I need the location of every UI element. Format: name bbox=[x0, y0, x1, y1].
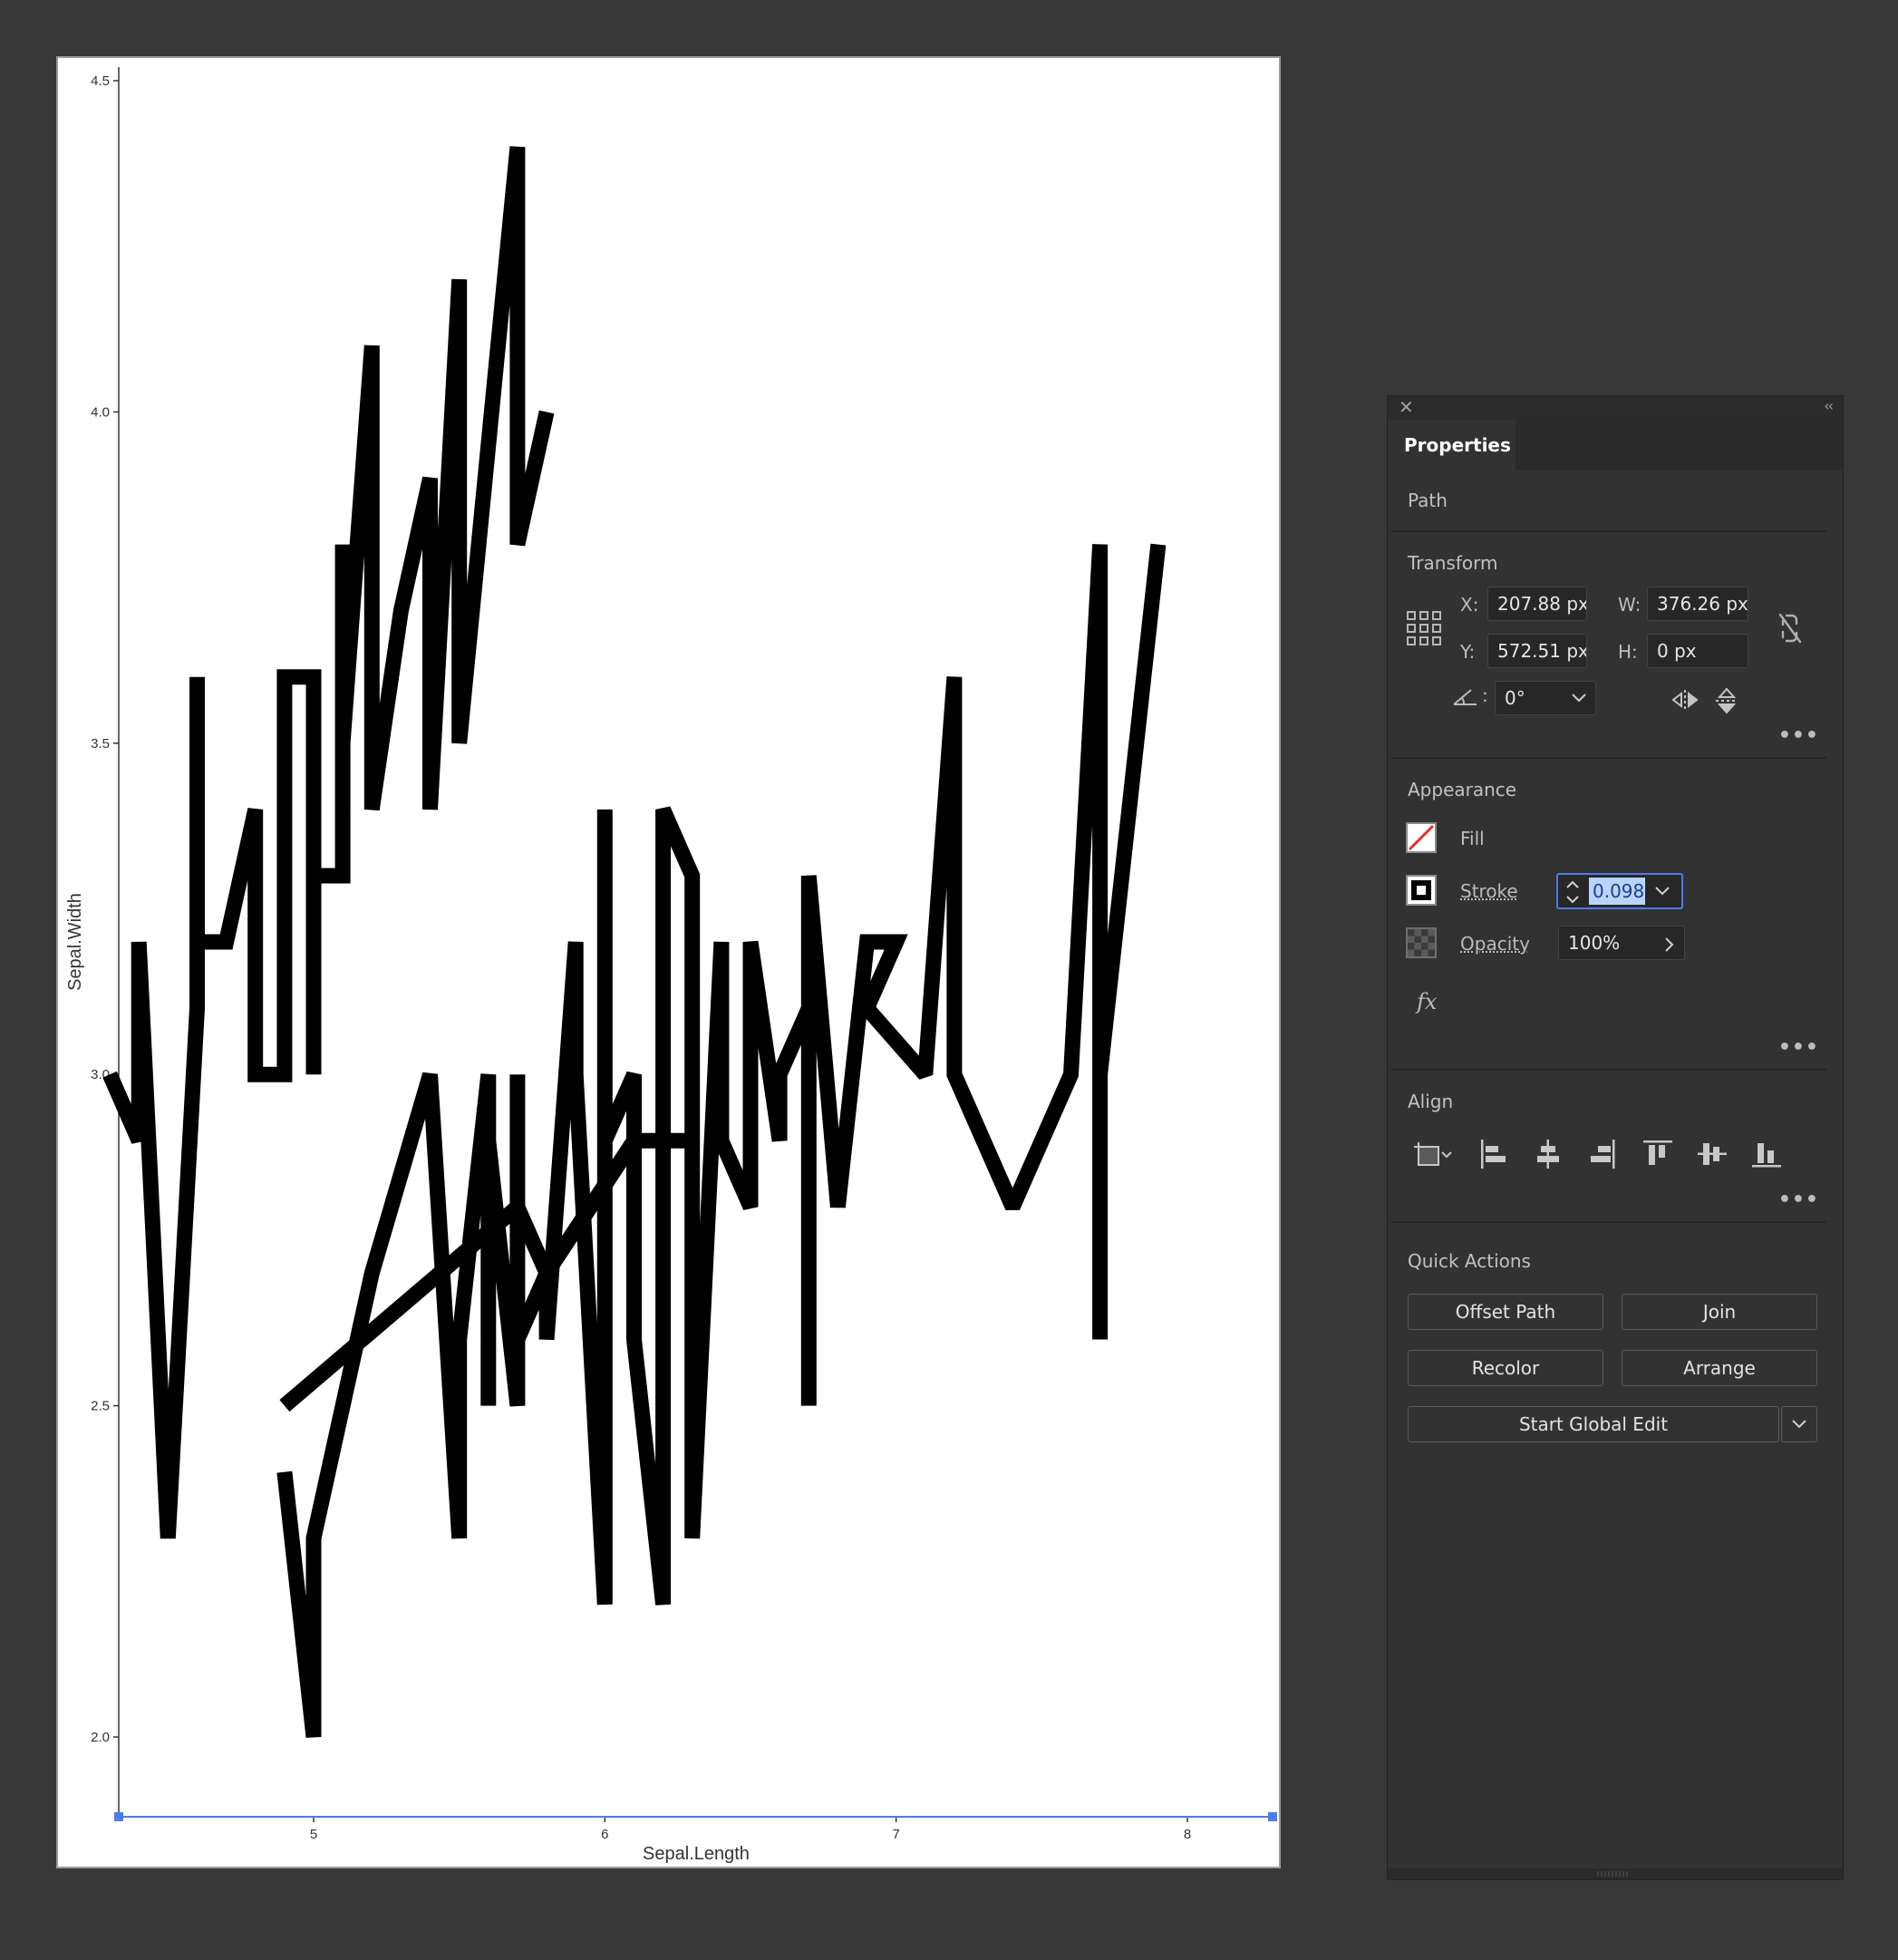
panel-title-bar: ✕ ‹‹ bbox=[1388, 396, 1843, 420]
object-type-label: Path bbox=[1408, 490, 1448, 511]
y-tick-label: 4.5 bbox=[91, 73, 110, 89]
stroke-label[interactable]: Stroke bbox=[1460, 880, 1518, 902]
series-line-1[interactable] bbox=[102, 146, 555, 1539]
align-section-title: Align bbox=[1408, 1091, 1454, 1112]
chevron-down-icon bbox=[1792, 1420, 1806, 1429]
align-left-icon[interactable] bbox=[1478, 1138, 1509, 1170]
align-right-icon[interactable] bbox=[1587, 1138, 1618, 1170]
chevron-right-icon[interactable] bbox=[1661, 935, 1678, 955]
quick-actions-section-title: Quick Actions bbox=[1408, 1250, 1531, 1272]
transform-section-title: Transform bbox=[1408, 552, 1498, 574]
stroke-weight-input[interactable]: 0.098 bbox=[1589, 878, 1645, 905]
align-to-selection-icon[interactable] bbox=[1411, 1138, 1453, 1170]
divider bbox=[1391, 530, 1826, 532]
height-input[interactable]: 0 px bbox=[1647, 634, 1748, 668]
h-label: H: bbox=[1618, 641, 1638, 663]
tab-properties[interactable]: Properties bbox=[1388, 420, 1515, 471]
y-tick-label: 4.0 bbox=[91, 404, 110, 420]
flip-vertical-icon[interactable] bbox=[1714, 686, 1739, 715]
grip-icon bbox=[1597, 1871, 1628, 1877]
appearance-section-title: Appearance bbox=[1408, 779, 1517, 800]
constrain-proportions-icon[interactable] bbox=[1777, 612, 1805, 645]
y-tick-label: 2.5 bbox=[91, 1399, 110, 1414]
opacity-label[interactable]: Opacity bbox=[1460, 933, 1530, 955]
w-label: W: bbox=[1618, 594, 1641, 616]
align-top-icon[interactable] bbox=[1641, 1138, 1674, 1170]
start-global-edit-button[interactable]: Start Global Edit bbox=[1408, 1406, 1779, 1442]
effects-fx-icon[interactable]: fx bbox=[1417, 989, 1438, 1014]
join-button[interactable]: Join bbox=[1622, 1294, 1817, 1330]
series-layer bbox=[102, 146, 1167, 1738]
opacity-checker-icon bbox=[1406, 927, 1437, 958]
y-position-input[interactable]: 572.51 px bbox=[1487, 634, 1587, 668]
chevron-down-icon[interactable] bbox=[1652, 884, 1672, 898]
angle-value: 0° bbox=[1505, 687, 1525, 709]
properties-panel: ✕ ‹‹ Properties Path Transform X: 207.88… bbox=[1387, 395, 1844, 1880]
transform-more-options[interactable]: ••• bbox=[1777, 724, 1819, 747]
align-vertical-center-icon[interactable] bbox=[1696, 1138, 1729, 1170]
series-line-3[interactable] bbox=[279, 1132, 692, 1412]
flip-horizontal-icon[interactable] bbox=[1670, 688, 1699, 712]
y-axis-label: Sepal.Width bbox=[65, 893, 85, 991]
line-chart[interactable]: 2.02.53.03.54.04.55 6 7 8 Sepal.Length Sepa… bbox=[58, 58, 1279, 1867]
width-input[interactable]: 376.26 px bbox=[1647, 587, 1748, 621]
global-edit-options-button[interactable] bbox=[1781, 1406, 1817, 1442]
opacity-value: 100% bbox=[1568, 932, 1621, 954]
angle-label: : bbox=[1482, 684, 1488, 706]
collapse-panel-icon[interactable]: ‹‹ bbox=[1824, 397, 1834, 414]
panel-resize-grip[interactable] bbox=[1388, 1868, 1843, 1879]
offset-path-button[interactable]: Offset Path bbox=[1408, 1294, 1603, 1330]
x-label: X: bbox=[1460, 594, 1479, 616]
x-tick-label: 6 bbox=[601, 1827, 608, 1842]
x-position-input[interactable]: 207.88 px bbox=[1487, 587, 1587, 621]
x-axis-label: Sepal.Length bbox=[643, 1844, 750, 1864]
divider bbox=[1391, 1069, 1826, 1071]
stroke-weight-stepper[interactable]: 0.098 bbox=[1556, 873, 1683, 909]
x-tick-label: 7 bbox=[892, 1827, 899, 1842]
fill-label: Fill bbox=[1460, 828, 1485, 849]
divider bbox=[1391, 757, 1826, 759]
axes: 2.02.53.03.54.04.55 6 7 8 bbox=[91, 67, 1191, 1842]
selection-layer bbox=[114, 1812, 1277, 1821]
rotate-angle-icon bbox=[1453, 689, 1477, 705]
align-bottom-icon[interactable] bbox=[1750, 1138, 1783, 1170]
y-tick-label: 2.0 bbox=[91, 1730, 110, 1745]
anchor-handle[interactable] bbox=[114, 1812, 123, 1821]
panel-tab-bar: Properties bbox=[1388, 420, 1843, 471]
anchor-handle[interactable] bbox=[1268, 1812, 1277, 1821]
y-tick-label: 3.5 bbox=[91, 736, 110, 752]
fill-none-swatch-icon[interactable] bbox=[1406, 822, 1437, 853]
reference-point-icon[interactable] bbox=[1406, 610, 1442, 646]
stepper-arrows-icon[interactable] bbox=[1562, 877, 1583, 907]
artboard[interactable]: 2.0 2.5 3.0 3.5 4.0 4.5 5 6 7 8 Sepal.Length Sepa… bbox=[56, 56, 1281, 1868]
arrange-button[interactable]: Arrange bbox=[1622, 1350, 1817, 1386]
stroke-swatch-icon[interactable] bbox=[1406, 875, 1437, 906]
x-tick-label: 5 bbox=[310, 1827, 317, 1842]
divider bbox=[1391, 1221, 1826, 1223]
appearance-more-options[interactable]: ••• bbox=[1777, 1036, 1819, 1059]
chevron-down-icon[interactable] bbox=[1569, 692, 1589, 704]
align-horizontal-center-icon[interactable] bbox=[1533, 1138, 1564, 1170]
rotate-angle-input[interactable]: 0° bbox=[1495, 681, 1596, 715]
opacity-input[interactable]: 100% bbox=[1558, 926, 1685, 960]
series-line-2[interactable] bbox=[276, 543, 1167, 1738]
y-label: Y: bbox=[1460, 641, 1476, 663]
close-icon[interactable]: ✕ bbox=[1399, 396, 1414, 418]
recolor-button[interactable]: Recolor bbox=[1408, 1350, 1603, 1386]
align-more-options[interactable]: ••• bbox=[1777, 1189, 1819, 1211]
x-tick-label: 8 bbox=[1184, 1827, 1191, 1842]
